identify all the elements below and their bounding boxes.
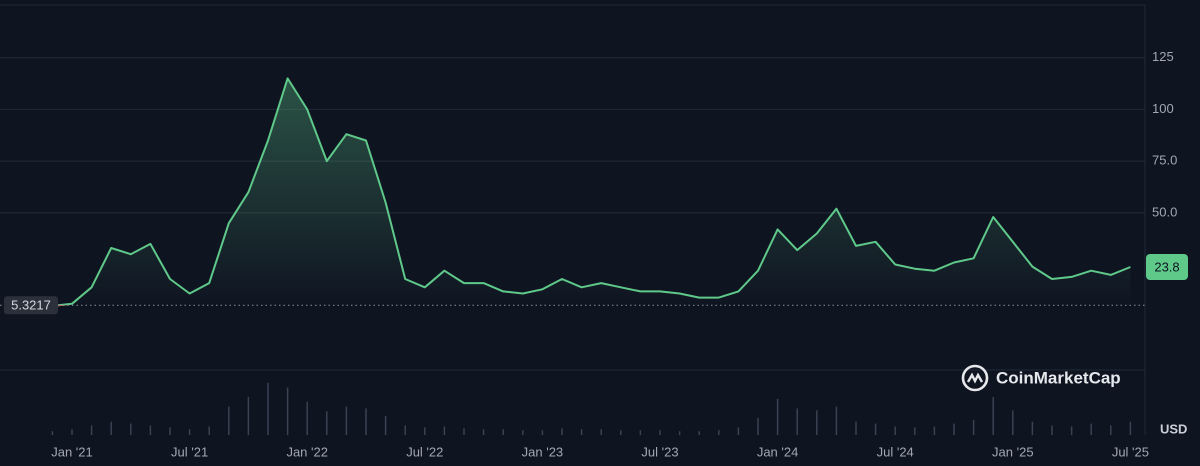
volume-bar bbox=[561, 428, 563, 435]
volume-bar bbox=[345, 406, 348, 435]
x-tick-label: Jul '21 bbox=[171, 444, 208, 459]
volume-bar bbox=[639, 430, 642, 435]
volume-bar bbox=[51, 431, 54, 435]
volume-bar bbox=[698, 431, 700, 435]
volume-bar bbox=[757, 417, 759, 435]
volume-bar bbox=[580, 429, 583, 435]
volume-bar bbox=[149, 425, 152, 435]
volume-bar bbox=[600, 429, 602, 435]
baseline-badge bbox=[4, 296, 58, 315]
x-tick-label: Jul '25 bbox=[1112, 444, 1149, 459]
x-tick-label: Jan '22 bbox=[286, 444, 328, 459]
logo-ring bbox=[961, 364, 989, 392]
volume-bar bbox=[502, 429, 504, 435]
price-line bbox=[52, 77, 1131, 307]
y-tick-label: 125 bbox=[1152, 49, 1174, 64]
y-tick-label: 50.0 bbox=[1152, 204, 1177, 219]
volume-bar bbox=[835, 406, 838, 435]
logo-mark bbox=[966, 372, 984, 384]
volume-bar bbox=[678, 431, 681, 435]
grid bbox=[0, 57, 1145, 214]
volume-bar bbox=[424, 427, 426, 435]
y-tick-label: 100 bbox=[1152, 101, 1174, 116]
volume-bar bbox=[737, 427, 740, 435]
volume-bar bbox=[816, 410, 818, 435]
volume-bar bbox=[874, 423, 877, 435]
volume-bar bbox=[796, 408, 798, 435]
volume-bar bbox=[1031, 421, 1034, 435]
volume-bar bbox=[404, 425, 406, 435]
volume-bar bbox=[365, 408, 367, 435]
area bbox=[52, 78, 1131, 306]
volume-bar bbox=[1012, 410, 1014, 435]
volume-bar bbox=[463, 428, 465, 435]
volume-bar bbox=[110, 421, 112, 435]
volume-bar bbox=[169, 427, 171, 435]
volume-bar bbox=[1129, 421, 1132, 435]
volume-bar bbox=[855, 421, 857, 435]
volume-bar bbox=[71, 429, 73, 435]
volume-bar bbox=[894, 426, 896, 435]
volume-bars bbox=[51, 382, 1132, 435]
volume-bar bbox=[306, 401, 308, 435]
volume-bar bbox=[90, 425, 93, 435]
x-tick-label: Jul '24 bbox=[877, 444, 914, 459]
last-value-label: 23.8 bbox=[1154, 259, 1179, 274]
volume-bar bbox=[718, 430, 720, 435]
brand-logo: CoinMarketCap bbox=[961, 364, 1121, 392]
volume-bar bbox=[972, 419, 975, 435]
volume-bar bbox=[443, 426, 446, 435]
volume-bar bbox=[953, 423, 955, 435]
volume-bar bbox=[1051, 425, 1053, 435]
volume-bar bbox=[992, 397, 994, 435]
volume-bar bbox=[482, 429, 485, 435]
volume-bar bbox=[326, 411, 328, 435]
volume-bar bbox=[933, 426, 936, 435]
volume-bar bbox=[620, 430, 622, 435]
volume-bar bbox=[188, 429, 191, 435]
volume-bar bbox=[914, 427, 916, 435]
volume-bar bbox=[228, 406, 230, 435]
x-tick-label: Jan '24 bbox=[757, 444, 799, 459]
y-tick-label: 75.0 bbox=[1152, 153, 1177, 168]
volume-bar bbox=[267, 382, 269, 435]
volume-bar bbox=[541, 430, 544, 435]
last-value-badge bbox=[1146, 254, 1188, 281]
volume-bar bbox=[776, 398, 779, 435]
volume-bar bbox=[247, 397, 250, 435]
x-tick-label: Jul '22 bbox=[406, 444, 443, 459]
volume-bar bbox=[208, 426, 210, 435]
volume-bar bbox=[384, 416, 387, 435]
x-tick-label: Jul '23 bbox=[641, 444, 678, 459]
volume-bar bbox=[1110, 425, 1112, 435]
volume-bar bbox=[130, 423, 132, 435]
plot bbox=[0, 77, 1145, 307]
x-tick-label: Jan '23 bbox=[522, 444, 564, 459]
volume-bar bbox=[286, 387, 289, 435]
volume-bar bbox=[1070, 426, 1073, 435]
x-tick-label: Jan '21 bbox=[51, 444, 93, 459]
x-tick-label: Jan '25 bbox=[992, 444, 1034, 459]
volume-bar bbox=[522, 430, 524, 435]
brand-name: CoinMarketCap bbox=[996, 368, 1121, 387]
volume-bar bbox=[659, 430, 661, 435]
labels: 50.0 75.0 100 125 Jan '21 Jul '21 Jan '22 Jul '… bbox=[4, 49, 1188, 459]
baseline-label: 5.3217 bbox=[11, 298, 51, 313]
volume-bar bbox=[1090, 423, 1092, 435]
currency-label: USD bbox=[1160, 421, 1187, 436]
